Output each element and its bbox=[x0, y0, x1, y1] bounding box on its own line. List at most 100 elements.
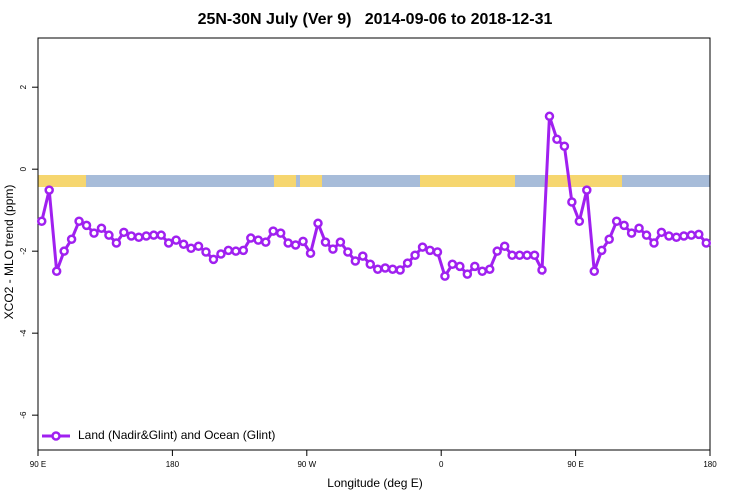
data-point bbox=[268, 226, 278, 236]
data-point bbox=[126, 231, 137, 241]
x-axis-label: Longitude (deg E) bbox=[327, 476, 422, 490]
data-point bbox=[283, 238, 293, 248]
data-point bbox=[522, 250, 532, 261]
data-point bbox=[298, 236, 308, 247]
data-point bbox=[134, 232, 144, 242]
data-point bbox=[178, 239, 189, 249]
data-point bbox=[380, 263, 390, 273]
data-point bbox=[231, 246, 241, 256]
data-point bbox=[163, 238, 174, 248]
data-point bbox=[440, 271, 450, 281]
data-point bbox=[694, 229, 704, 240]
data-point bbox=[611, 216, 622, 226]
data-point bbox=[238, 245, 249, 256]
data-point bbox=[410, 250, 420, 261]
data-point bbox=[671, 232, 682, 242]
x-tick-label: 180 bbox=[166, 460, 180, 469]
data-point bbox=[425, 245, 435, 256]
data-point bbox=[208, 254, 219, 265]
data-point bbox=[656, 227, 667, 238]
data-point bbox=[104, 230, 114, 240]
data-point bbox=[36, 216, 47, 226]
data-point bbox=[470, 261, 480, 272]
data-point bbox=[455, 261, 465, 272]
data-point bbox=[44, 185, 54, 195]
data-point bbox=[365, 259, 376, 270]
data-point bbox=[96, 223, 107, 233]
data-point bbox=[499, 241, 510, 252]
data-point bbox=[343, 247, 353, 257]
data-point bbox=[477, 266, 488, 277]
data-point bbox=[246, 233, 256, 243]
data-point bbox=[395, 265, 405, 275]
data-point bbox=[567, 197, 577, 207]
data-point bbox=[290, 240, 301, 250]
data-point bbox=[679, 231, 689, 241]
data-point bbox=[328, 244, 338, 254]
data-point bbox=[484, 264, 495, 274]
data-point bbox=[507, 250, 517, 261]
data-point bbox=[402, 258, 413, 268]
y-tick-label: -4 bbox=[19, 329, 28, 337]
x-tick-label: 90 E bbox=[567, 460, 583, 469]
data-point bbox=[387, 264, 398, 274]
data-point bbox=[74, 216, 84, 226]
data-point bbox=[664, 231, 674, 241]
data-point bbox=[313, 218, 323, 229]
data-point bbox=[275, 228, 286, 238]
y-tick-label: -2 bbox=[19, 247, 28, 255]
x-tick-label: 180 bbox=[703, 460, 717, 469]
data-point bbox=[59, 246, 69, 256]
data-point bbox=[626, 228, 637, 238]
data-point bbox=[216, 249, 226, 259]
y-axis-label: XCO2 - MLO trend (ppm) bbox=[2, 185, 16, 320]
series-line bbox=[40, 115, 708, 280]
data-point bbox=[686, 230, 697, 240]
data-point bbox=[544, 111, 555, 122]
data-point bbox=[417, 242, 428, 252]
data-point bbox=[223, 245, 234, 256]
data-point bbox=[492, 246, 502, 256]
data-point bbox=[559, 141, 570, 151]
data-point bbox=[119, 227, 129, 238]
y-tick-label: 2 bbox=[19, 84, 28, 89]
data-point bbox=[81, 220, 92, 231]
data-point bbox=[537, 265, 547, 275]
y-tick-label: 0 bbox=[19, 166, 28, 171]
data-point bbox=[462, 269, 473, 279]
x-tick-label: 90 E bbox=[30, 460, 46, 469]
data-point bbox=[574, 216, 585, 226]
data-point bbox=[305, 248, 316, 258]
chart-title: 25N-30N July (Ver 9) 2014-09-06 to 2018-… bbox=[198, 11, 553, 28]
data-point bbox=[148, 230, 159, 240]
data-point bbox=[193, 241, 204, 252]
data-point bbox=[604, 234, 614, 245]
legend-label: Land (Nadir&Glint) and Ocean (Glint) bbox=[78, 428, 275, 442]
data-point bbox=[596, 245, 607, 256]
data-point bbox=[619, 220, 629, 231]
data-point bbox=[201, 247, 211, 257]
data-point bbox=[66, 234, 77, 245]
data-point bbox=[582, 185, 592, 195]
data-point bbox=[89, 228, 99, 238]
data-point bbox=[432, 247, 443, 257]
data-point bbox=[186, 243, 196, 254]
data-point bbox=[171, 235, 181, 245]
data-point bbox=[641, 230, 652, 240]
data-point bbox=[372, 264, 383, 274]
legend-marker bbox=[51, 431, 61, 441]
x-tick-label: 90 W bbox=[297, 460, 316, 469]
data-point bbox=[320, 237, 331, 247]
y-tick-label: -6 bbox=[19, 411, 28, 419]
data-point bbox=[335, 237, 346, 247]
data-point bbox=[141, 231, 152, 241]
data-point bbox=[156, 230, 166, 240]
data-point bbox=[589, 266, 600, 277]
land-ocean-band bbox=[38, 175, 710, 187]
x-tick-label: 0 bbox=[439, 460, 444, 469]
data-point bbox=[514, 250, 525, 261]
data-point bbox=[260, 237, 271, 247]
data-point bbox=[649, 238, 659, 248]
data-point bbox=[701, 238, 712, 248]
